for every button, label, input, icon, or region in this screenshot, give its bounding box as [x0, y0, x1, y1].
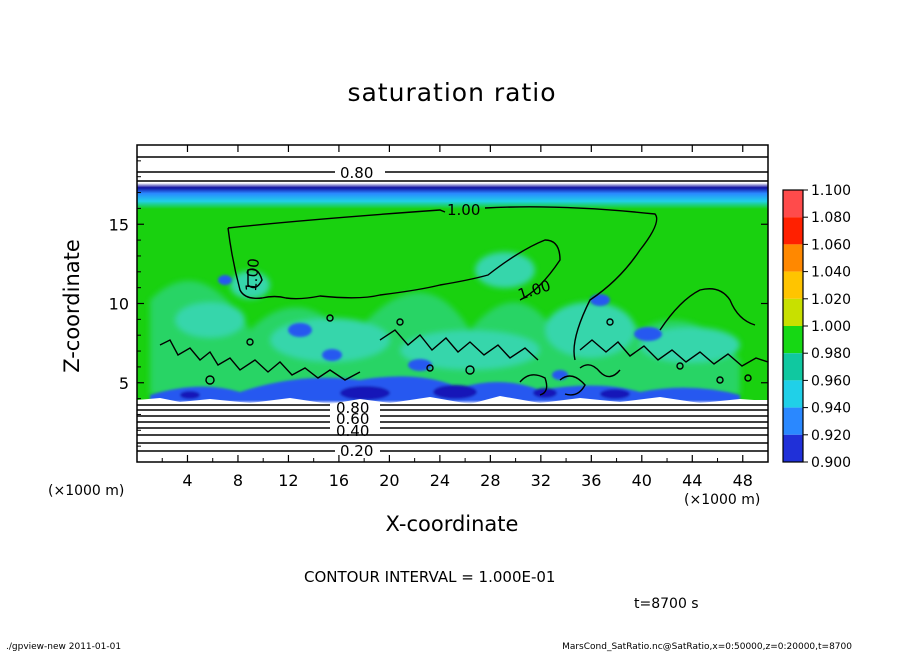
contour-labels: 0.80 1.00 1.00 1.00 0.80 0.60 0.40 0.20: [242, 164, 553, 460]
colorbar-label: 1.000: [811, 319, 851, 335]
contour-label: 0.20: [340, 442, 373, 460]
x-ticks: 4 8 12 16 20 24 28 32 36 40 44 48: [161, 145, 753, 490]
colorbar-label: 1.100: [811, 183, 851, 199]
x-tick-label: 24: [430, 471, 450, 490]
colorbar-band: [783, 244, 803, 272]
footer-right: MarsCond_SatRatio.nc@SatRatio,x=0:50000,…: [562, 642, 852, 652]
x-tick-label: 44: [682, 471, 702, 490]
footer-left: ./gpview-new 2011-01-01: [6, 642, 122, 652]
colorbar-band: [783, 271, 803, 299]
x-tick-label: 40: [632, 471, 652, 490]
colorbar-band: [783, 326, 803, 354]
contour-label: 1.00: [447, 201, 480, 219]
colorbar-band: [783, 407, 803, 435]
contour-label: 0.60: [336, 410, 369, 428]
z-unit-label: (×1000 m): [48, 483, 125, 499]
time-label: t=8700 s: [634, 596, 699, 612]
colorbar: 1.100 1.080 1.060 1.040 1.020 1.000 0.980 0.960…: [782, 183, 851, 471]
contour-label: 1.00: [242, 258, 263, 293]
colorbar-band: [783, 434, 803, 462]
contour-label: 0.40: [336, 422, 369, 440]
colorbar-label: 1.080: [811, 210, 851, 226]
y-tick-label: 5: [119, 374, 129, 393]
x-tick-label: 12: [278, 471, 298, 490]
colorbar-label: 0.940: [811, 401, 851, 417]
x-tick-label: 20: [379, 471, 399, 490]
contour-label: 0.80: [336, 399, 369, 417]
contour-interval-label: CONTOUR INTERVAL = 1.000E-01: [304, 568, 556, 586]
colorbar-label: 1.060: [811, 237, 851, 253]
contour-lines: [137, 156, 768, 452]
colorbar-label: 1.040: [811, 265, 851, 281]
x-axis-label: X-coordinate: [0, 512, 904, 536]
x-tick-label: 32: [531, 471, 551, 490]
colorbar-band: [783, 217, 803, 245]
x-axis-label-text: X-coordinate: [385, 512, 519, 536]
contour-label: 0.80: [340, 164, 373, 182]
x-tick-label: 8: [233, 471, 243, 490]
y-ticks: 5 10 15: [109, 160, 768, 447]
colorbar-label: 0.920: [811, 428, 851, 444]
heatmap-field: [137, 145, 768, 462]
colorbar-label: 0.980: [811, 346, 851, 362]
y-tick-label: 15: [109, 215, 129, 234]
y-tick-label: 10: [109, 295, 129, 314]
colorbar-label: 1.020: [811, 292, 851, 308]
x-unit-label: (×1000 m): [684, 492, 761, 508]
x-tick-label: 48: [733, 471, 753, 490]
chart-title: saturation ratio: [347, 78, 557, 107]
colorbar-band: [783, 190, 803, 218]
colorbar-band: [783, 380, 803, 408]
x-tick-label: 4: [182, 471, 192, 490]
x-tick-label: 36: [581, 471, 601, 490]
colorbar-label: 0.960: [811, 373, 851, 389]
colorbar-label: 0.900: [811, 455, 851, 471]
colorbar-band: [783, 298, 803, 326]
x-tick-label: 16: [329, 471, 349, 490]
x-tick-label: 28: [480, 471, 500, 490]
colorbar-band: [783, 353, 803, 381]
